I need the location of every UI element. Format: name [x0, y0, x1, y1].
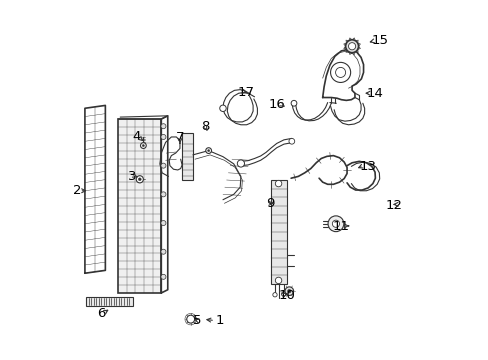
Circle shape: [161, 163, 165, 168]
Text: 1: 1: [215, 314, 224, 327]
Circle shape: [161, 221, 165, 226]
Circle shape: [136, 176, 143, 183]
Text: 15: 15: [371, 33, 388, 47]
Text: 5: 5: [192, 314, 201, 327]
Circle shape: [138, 178, 141, 181]
Circle shape: [288, 138, 294, 144]
Bar: [118, 119, 161, 293]
Circle shape: [161, 192, 165, 197]
Circle shape: [161, 124, 165, 129]
Circle shape: [330, 62, 350, 82]
Text: 13: 13: [359, 160, 375, 173]
Circle shape: [287, 289, 290, 293]
Text: 17: 17: [237, 86, 254, 99]
Text: 14: 14: [366, 87, 383, 100]
Text: 4: 4: [132, 130, 141, 144]
Circle shape: [290, 100, 296, 106]
Text: 10: 10: [278, 289, 295, 302]
Circle shape: [161, 274, 165, 279]
Circle shape: [272, 293, 277, 297]
Circle shape: [237, 160, 244, 167]
Text: 12: 12: [385, 199, 402, 212]
Text: 11: 11: [332, 220, 349, 233]
Circle shape: [161, 249, 165, 254]
Text: 2: 2: [73, 184, 81, 197]
Text: 16: 16: [268, 98, 285, 111]
Circle shape: [345, 40, 358, 53]
Circle shape: [205, 148, 211, 153]
Circle shape: [186, 315, 194, 323]
Bar: [182, 134, 192, 180]
Circle shape: [140, 143, 146, 148]
Text: 6: 6: [97, 307, 105, 320]
Circle shape: [332, 220, 339, 227]
Circle shape: [281, 292, 285, 296]
Text: 3: 3: [128, 170, 136, 183]
Circle shape: [327, 216, 343, 231]
Circle shape: [275, 277, 281, 284]
Circle shape: [207, 149, 209, 152]
Bar: [271, 180, 286, 284]
Text: 8: 8: [201, 121, 209, 134]
Circle shape: [285, 287, 293, 296]
Circle shape: [275, 180, 281, 187]
Circle shape: [161, 134, 165, 139]
Circle shape: [348, 42, 355, 50]
Circle shape: [335, 67, 345, 77]
Circle shape: [142, 144, 144, 147]
Text: 9: 9: [265, 197, 274, 210]
Circle shape: [219, 105, 226, 112]
Bar: [86, 297, 133, 306]
Text: 7: 7: [175, 131, 184, 144]
